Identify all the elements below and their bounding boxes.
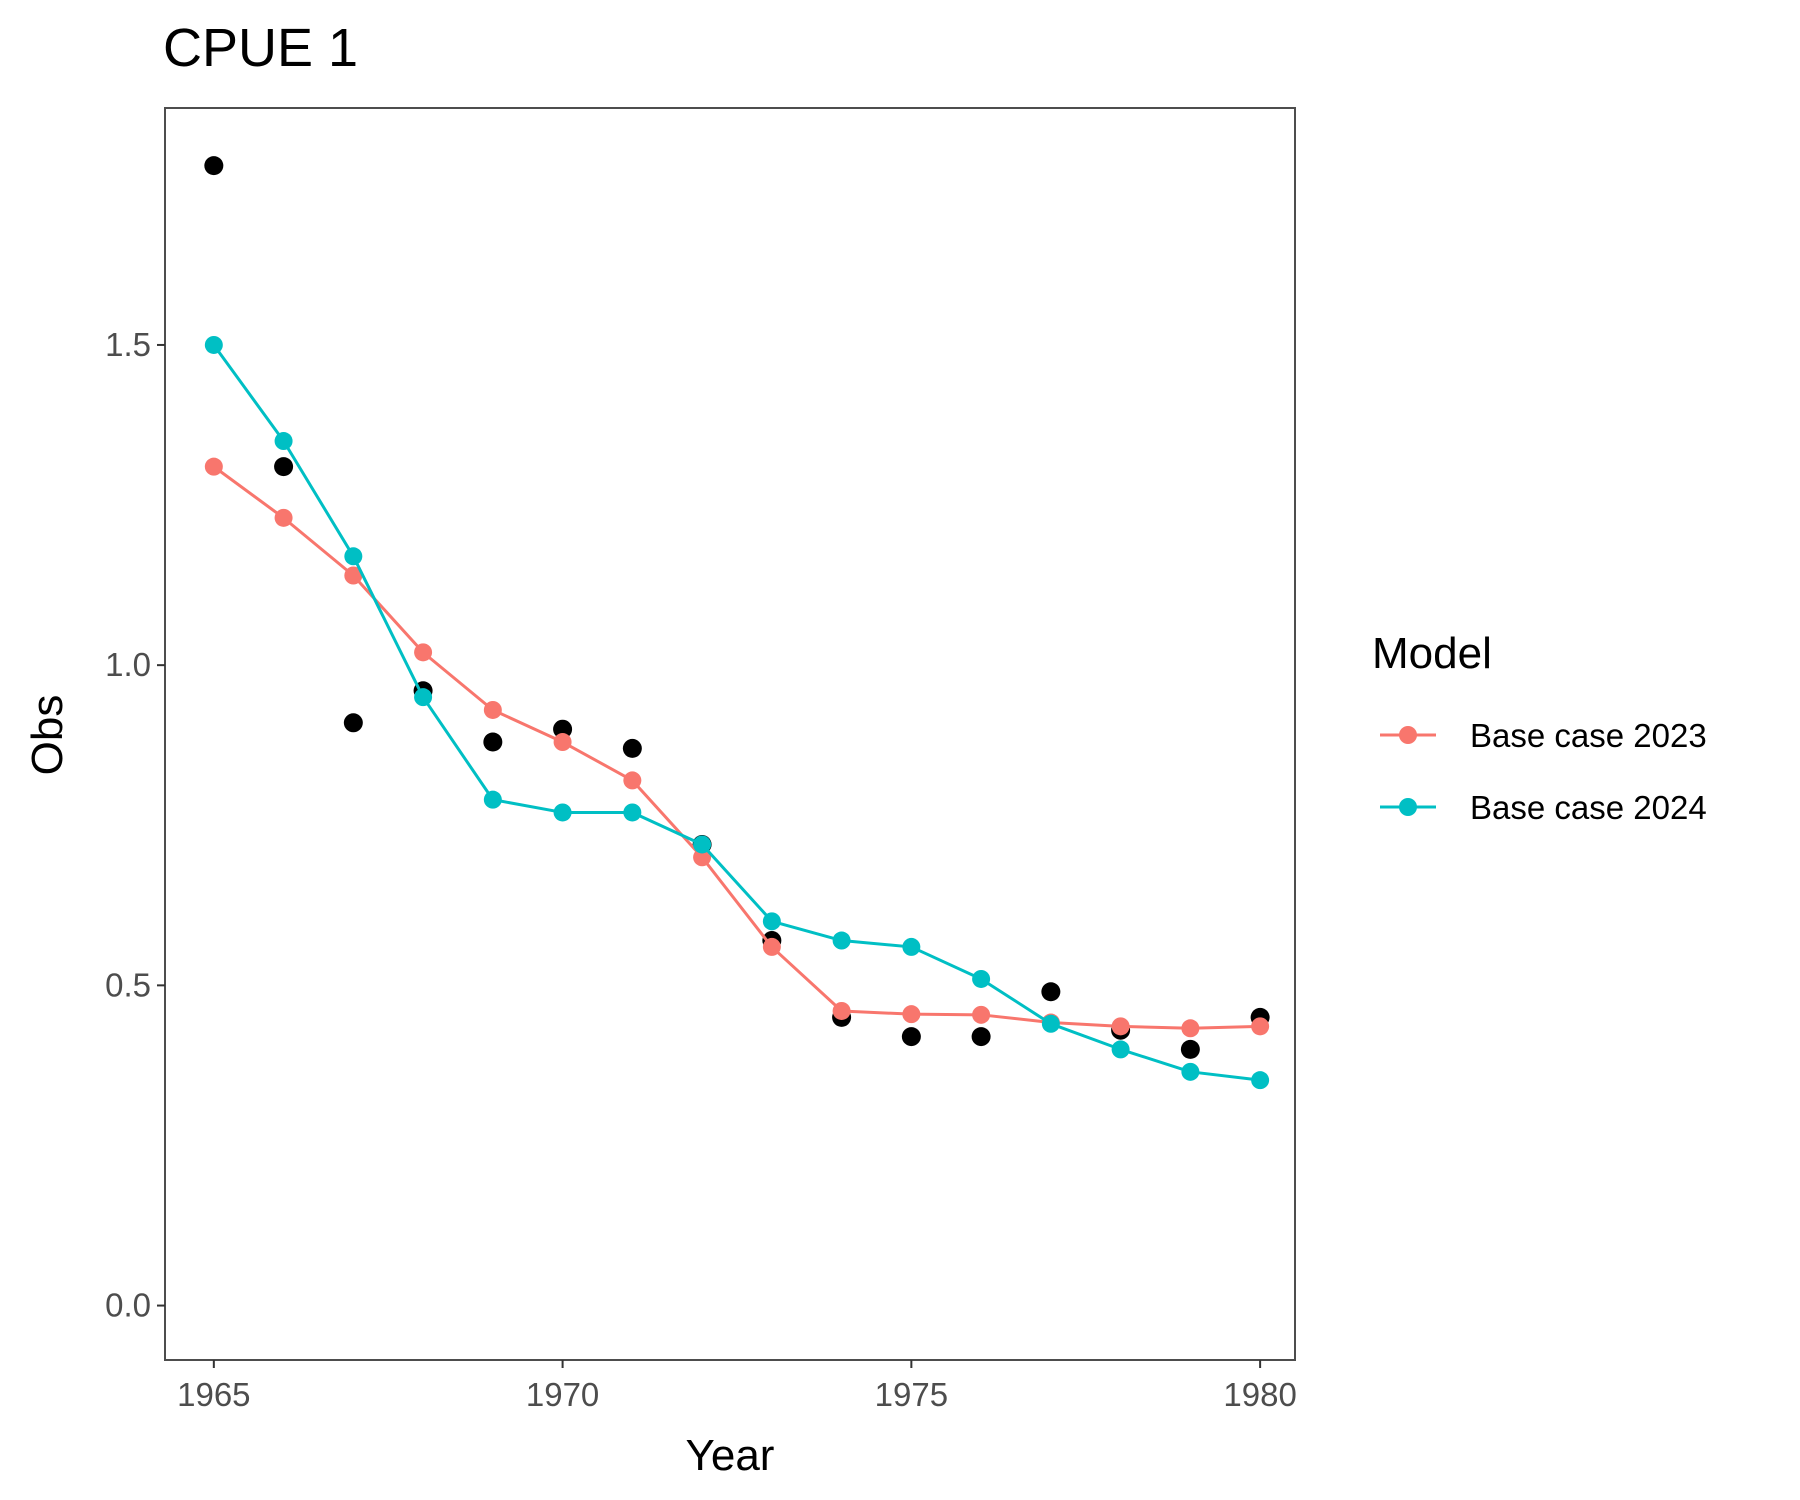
series-point bbox=[972, 969, 991, 988]
series-point bbox=[623, 803, 642, 822]
series-line bbox=[212, 465, 1261, 1030]
x-axis: 1965 1970 1975 1980 bbox=[177, 1360, 1297, 1413]
y-tick-label: 1.0 bbox=[105, 646, 151, 683]
series-point bbox=[972, 1005, 991, 1024]
observed-point bbox=[343, 713, 363, 733]
series-point bbox=[1181, 1019, 1200, 1038]
legend-item-base-case-2024: Base case 2024 bbox=[1380, 789, 1707, 826]
y-tick-label: 0.0 bbox=[105, 1287, 151, 1324]
x-tick-label: 1980 bbox=[1223, 1376, 1296, 1413]
y-axis: 0.0 0.5 1.0 1.5 bbox=[105, 326, 165, 1324]
legend-label: Base case 2023 bbox=[1470, 717, 1707, 754]
x-tick-label: 1965 bbox=[177, 1376, 250, 1413]
observed-point bbox=[553, 719, 573, 739]
legend-title: Model bbox=[1372, 629, 1492, 678]
x-tick-label: 1975 bbox=[875, 1376, 948, 1413]
legend-label: Base case 2024 bbox=[1470, 789, 1707, 826]
series-point bbox=[693, 835, 712, 854]
series-line bbox=[212, 344, 1261, 1082]
series-layer bbox=[204, 335, 1270, 1090]
observed-point bbox=[274, 457, 294, 477]
observed-point bbox=[622, 738, 642, 758]
series-point bbox=[414, 643, 433, 662]
series-point bbox=[832, 931, 851, 950]
plot-panel bbox=[164, 107, 1296, 1361]
y-axis-title: Obs bbox=[23, 695, 72, 776]
series-point bbox=[414, 688, 433, 707]
legend: Model Base case 2023 Base case 2024 bbox=[1372, 629, 1707, 826]
series-point bbox=[902, 1005, 921, 1024]
series-point bbox=[274, 508, 293, 527]
y-tick-label: 1.5 bbox=[105, 326, 151, 363]
series-point bbox=[832, 1001, 851, 1020]
legend-item-base-case-2023: Base case 2023 bbox=[1380, 717, 1707, 754]
series-point bbox=[902, 937, 921, 956]
y-tick-label: 0.5 bbox=[105, 966, 151, 1003]
series-point bbox=[1111, 1017, 1130, 1036]
series-point bbox=[274, 432, 293, 451]
series-point bbox=[344, 547, 363, 566]
observed-point bbox=[901, 1027, 921, 1047]
series-base-case-2024 bbox=[204, 335, 1270, 1090]
series-point bbox=[204, 335, 223, 354]
series-point bbox=[1251, 1071, 1270, 1090]
observed-point bbox=[204, 156, 224, 176]
series-point bbox=[693, 848, 712, 867]
series-point bbox=[483, 790, 502, 809]
observed-point bbox=[1041, 982, 1061, 1002]
series-point bbox=[1181, 1062, 1200, 1081]
series-point bbox=[623, 771, 642, 790]
x-tick-label: 1970 bbox=[526, 1376, 599, 1413]
series-point bbox=[1251, 1017, 1270, 1036]
chart-title: CPUE 1 bbox=[163, 18, 358, 78]
observed-point bbox=[971, 1027, 991, 1047]
series-point bbox=[1111, 1040, 1130, 1059]
series-point bbox=[483, 700, 502, 719]
series-point bbox=[553, 733, 572, 752]
series-base-case-2023 bbox=[204, 457, 1270, 1038]
series-point bbox=[344, 566, 363, 585]
series-point bbox=[762, 937, 781, 956]
observed-point bbox=[483, 732, 503, 752]
observed-point bbox=[1180, 1039, 1200, 1059]
series-point bbox=[553, 803, 572, 822]
series-point bbox=[762, 912, 781, 931]
series-point bbox=[1041, 1014, 1060, 1033]
series-point bbox=[204, 457, 223, 476]
legend-key-point bbox=[1399, 798, 1417, 816]
legend-key-point bbox=[1399, 726, 1417, 744]
x-axis-title: Year bbox=[686, 1431, 775, 1480]
